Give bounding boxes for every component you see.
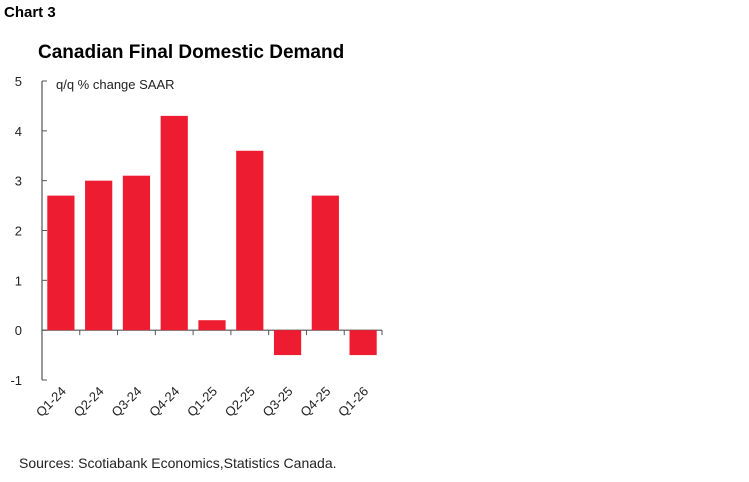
y-ticks: -1 0 1 2 3 4 5 [10, 74, 47, 388]
bar-Q1-26 [349, 330, 377, 356]
source-note: Sources: Scotiabank Economics,Statistics… [19, 455, 337, 471]
x-tick-label: Q4-25 [297, 384, 333, 420]
x-tick-label: Q1-24 [33, 384, 69, 420]
chart-title: Canadian Final Domestic Demand [38, 42, 345, 63]
y-tick-label: 5 [15, 74, 22, 89]
bars [47, 115, 377, 356]
x-tick-label: Q3-24 [108, 384, 144, 420]
bar-Q2-24 [85, 180, 113, 331]
x-tick-label: Q2-24 [71, 384, 107, 420]
x-tick-label: Q1-25 [184, 384, 220, 420]
y-tick-label: 1 [15, 273, 22, 288]
y-axis-label: q/q % change SAAR [56, 77, 175, 92]
y-tick-label: -1 [10, 373, 22, 388]
x-tick-label: Q4-24 [146, 384, 182, 420]
chart-number-label: Chart 3 [4, 4, 56, 21]
x-tick-label: Q2-25 [222, 384, 258, 420]
x-tick-label: Q3-25 [260, 384, 296, 420]
x-ticks: Q1-24 Q2-24 Q3-24 Q4-24 Q1-25 Q2-25 Q3-25 Q4-25… [33, 330, 383, 420]
y-tick-label: 2 [15, 224, 22, 239]
x-tick-label: Q1-26 [335, 384, 371, 420]
y-tick-label: 3 [15, 174, 22, 189]
bar-Q4-25 [311, 195, 339, 331]
bar-Q3-25 [273, 330, 302, 356]
y-tick-label: 4 [15, 124, 22, 139]
bar-Q1-25 [198, 320, 226, 331]
y-tick-label: 0 [15, 323, 22, 338]
bar-Q3-24 [122, 175, 151, 331]
bar-Q1-24 [47, 195, 75, 331]
bar-Q4-24 [160, 115, 188, 331]
bar-Q2-25 [236, 150, 264, 331]
